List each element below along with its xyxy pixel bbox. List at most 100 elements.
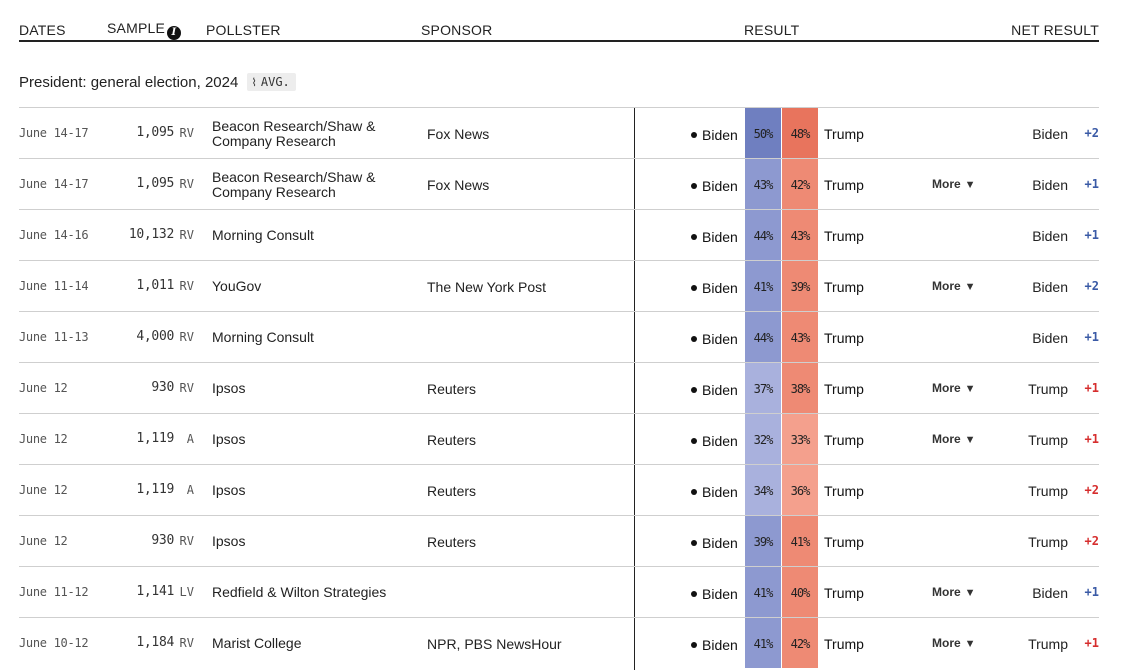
table-row[interactable]: June 11-13 4,000 RV Morning Consult Bide… — [19, 311, 1099, 362]
table-row[interactable]: June 14-17 1,095 RV Beacon Research/Shaw… — [19, 107, 1099, 158]
candidate-1: Biden — [691, 535, 738, 551]
sponsor-name: Reuters — [427, 534, 477, 550]
table-row[interactable]: June 12 930 RV Ipsos Reuters Biden 37% 3… — [19, 362, 1099, 413]
section-title: President: general election, 2024 — [19, 74, 239, 91]
header-sponsor[interactable]: SPONSOR — [421, 22, 493, 38]
header-sample[interactable]: SAMPLE i — [107, 20, 181, 40]
table-row[interactable]: June 11-14 1,011 RV YouGov The New York … — [19, 260, 1099, 311]
candidate-1: Biden — [691, 433, 738, 449]
table-header: DATES SAMPLE i POLLSTER SPONSOR RESULT NE… — [19, 0, 1099, 42]
net-margin: +1 — [1084, 228, 1099, 242]
pollster-name[interactable]: Ipsos — [212, 482, 246, 498]
winner-dot-icon — [691, 285, 697, 291]
pollster-name[interactable]: Morning Consult — [212, 329, 314, 345]
pollster-name[interactable]: Beacon Research/Shaw & Company Research — [212, 118, 376, 149]
avg-toggle[interactable]: ⌇ AVG. — [246, 73, 296, 91]
net-leader: Trump — [1028, 636, 1068, 652]
pollster-name[interactable]: Ipsos — [212, 431, 246, 447]
pollster-name[interactable]: Redfield & Wilton Strategies — [212, 584, 387, 600]
winner-dot-icon — [691, 591, 697, 597]
sample-population: A — [186, 432, 194, 446]
candidate-2-name: Trump — [824, 330, 864, 346]
sample-size: 1,119 — [136, 482, 174, 497]
candidate-1-name: Biden — [702, 484, 738, 500]
candidate-1: Biden — [691, 382, 738, 398]
net-margin: +2 — [1084, 126, 1099, 140]
pollster-name[interactable]: Beacon Research/Shaw & Company Research — [212, 169, 376, 200]
net-margin: +2 — [1084, 534, 1099, 548]
more-label: More — [932, 381, 961, 395]
info-icon[interactable]: i — [167, 26, 181, 40]
candidate-1-name: Biden — [702, 535, 738, 551]
candidate-2-name: Trump — [824, 483, 864, 499]
candidate-2-name: Trump — [824, 636, 864, 652]
caret-down-icon: ▼ — [964, 434, 976, 446]
more-label: More — [932, 636, 961, 650]
poll-dates: June 11-14 — [19, 279, 89, 293]
candidate-1: Biden — [691, 229, 738, 245]
candidate-2-name: Trump — [824, 381, 864, 397]
net-margin: +1 — [1084, 381, 1099, 395]
net-margin: +1 — [1084, 330, 1099, 344]
more-button[interactable]: More ▼ — [932, 279, 976, 293]
sample-size: 930 — [151, 533, 174, 548]
sample-population: RV — [179, 636, 194, 650]
candidate-1-name: Biden — [702, 331, 738, 347]
header-result[interactable]: RESULT — [744, 22, 800, 38]
pollster-name[interactable]: Ipsos — [212, 380, 246, 396]
candidate-1-percent: 43% — [745, 159, 781, 209]
net-leader: Trump — [1028, 381, 1068, 397]
winner-dot-icon — [691, 234, 697, 240]
table-row[interactable]: June 11-12 1,141 LV Redfield & Wilton St… — [19, 566, 1099, 617]
sponsor-name: Fox News — [427, 177, 490, 193]
sample-size: 930 — [151, 380, 174, 395]
net-leader: Biden — [1032, 177, 1068, 193]
table-row[interactable]: June 12 1,119 A Ipsos Reuters Biden 34% … — [19, 464, 1099, 515]
more-button[interactable]: More ▼ — [932, 432, 976, 446]
header-pollster[interactable]: POLLSTER — [206, 22, 281, 38]
pollster-name[interactable]: YouGov — [212, 278, 262, 294]
more-button[interactable]: More ▼ — [932, 585, 976, 599]
candidate-1-name: Biden — [702, 586, 738, 602]
table-row[interactable]: June 14-17 1,095 RV Beacon Research/Shaw… — [19, 158, 1099, 209]
sample-population: RV — [179, 279, 194, 293]
candidate-2-name: Trump — [824, 585, 864, 601]
header-net-result[interactable]: NET RESULT — [1011, 22, 1099, 38]
candidate-1-name: Biden — [702, 280, 738, 296]
winner-dot-icon — [691, 438, 697, 444]
pollster-name[interactable]: Marist College — [212, 635, 302, 651]
more-button[interactable]: More ▼ — [932, 381, 976, 395]
poll-dates: June 12 — [19, 483, 68, 497]
net-leader: Biden — [1032, 585, 1068, 601]
header-dates[interactable]: DATES — [19, 22, 66, 38]
candidate-1-percent: 44% — [745, 312, 781, 362]
candidate-1-name: Biden — [702, 127, 738, 143]
more-button[interactable]: More ▼ — [932, 177, 976, 191]
candidate-2-percent: 36% — [782, 465, 818, 515]
candidate-1-name: Biden — [702, 382, 738, 398]
winner-dot-icon — [691, 387, 697, 393]
sample-population: RV — [179, 228, 194, 242]
section-heading: President: general election, 2024 ⌇ AVG. — [19, 73, 296, 91]
candidate-1-percent: 41% — [745, 261, 781, 311]
caret-down-icon: ▼ — [964, 587, 976, 599]
net-margin: +1 — [1084, 177, 1099, 191]
candidate-1-name: Biden — [702, 637, 738, 653]
sample-population: RV — [179, 177, 194, 191]
sample-size: 1,141 — [136, 584, 174, 599]
candidate-1-name: Biden — [702, 229, 738, 245]
caret-down-icon: ▼ — [964, 383, 976, 395]
sample-size: 10,132 — [128, 227, 174, 242]
sample-size: 1,184 — [136, 635, 174, 650]
table-row[interactable]: June 12 1,119 A Ipsos Reuters Biden 32% … — [19, 413, 1099, 464]
pollster-name[interactable]: Ipsos — [212, 533, 246, 549]
table-row[interactable]: June 14-16 10,132 RV Morning Consult Bid… — [19, 209, 1099, 260]
more-button[interactable]: More ▼ — [932, 636, 976, 650]
table-row[interactable]: June 12 930 RV Ipsos Reuters Biden 39% 4… — [19, 515, 1099, 566]
poll-dates: June 14-17 — [19, 177, 89, 191]
header-sample-label: SAMPLE — [107, 20, 165, 36]
pollster-name[interactable]: Morning Consult — [212, 227, 314, 243]
table-row[interactable]: June 10-12 1,184 RV Marist College NPR, … — [19, 617, 1099, 668]
sample-population: LV — [179, 585, 194, 599]
candidate-2-percent: 42% — [782, 159, 818, 209]
